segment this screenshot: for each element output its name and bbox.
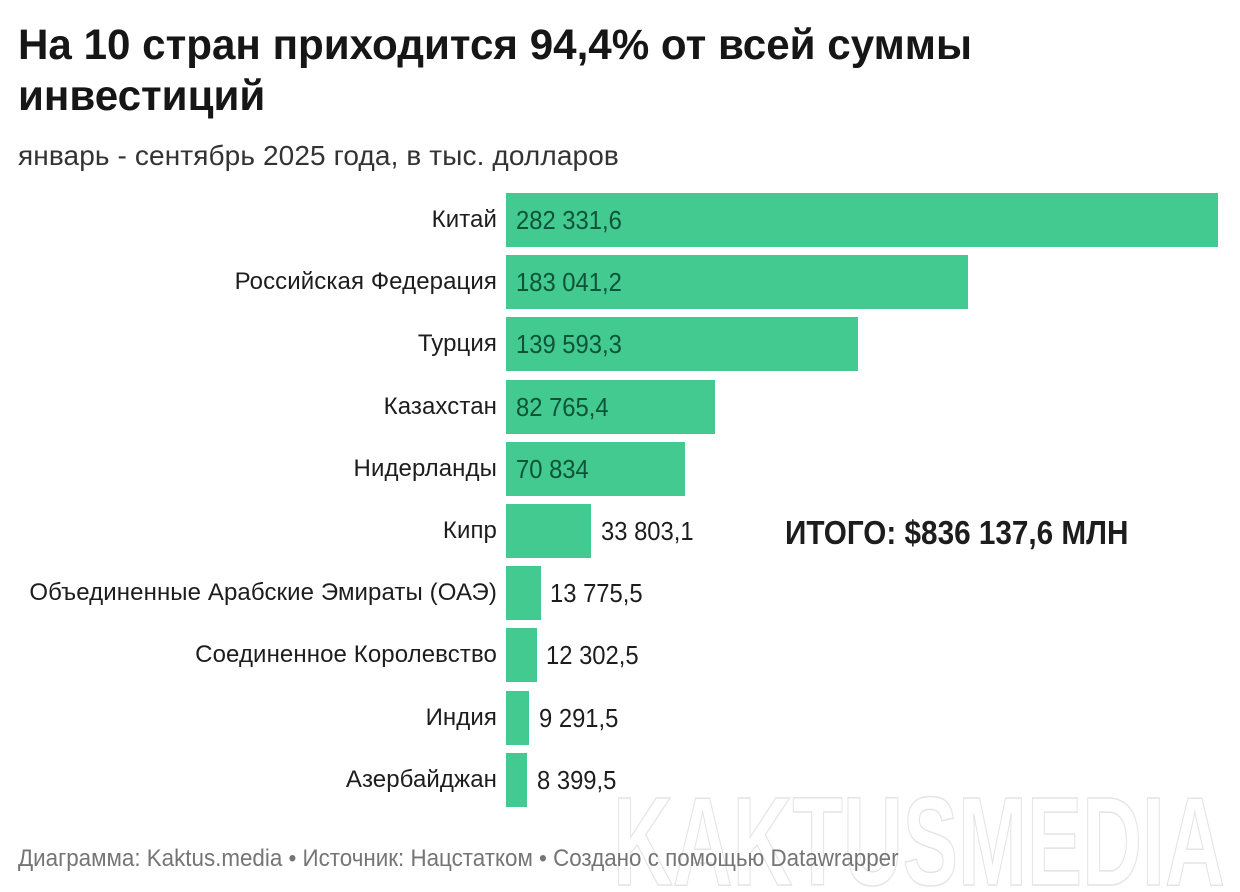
svg-text:KAKTUSMEDIA: KAKTUSMEDIA	[613, 772, 1225, 892]
